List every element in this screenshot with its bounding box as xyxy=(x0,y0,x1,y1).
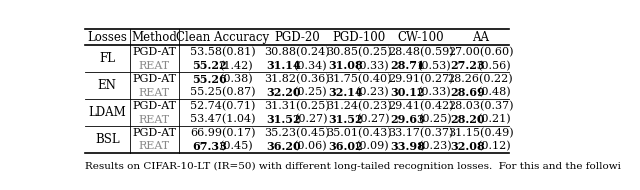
Text: 32.20: 32.20 xyxy=(267,87,301,98)
Text: 52.74(0.71): 52.74(0.71) xyxy=(190,101,255,111)
Text: 28.03(0.37): 28.03(0.37) xyxy=(448,101,513,111)
Text: 28.20: 28.20 xyxy=(451,114,484,125)
Text: 53.47(1.04): 53.47(1.04) xyxy=(190,114,255,125)
Text: (0.21): (0.21) xyxy=(477,114,511,125)
Text: 28.69: 28.69 xyxy=(450,87,485,98)
Text: 27.00(0.60): 27.00(0.60) xyxy=(448,47,513,57)
Text: (0.33): (0.33) xyxy=(356,60,389,71)
Text: 32.14: 32.14 xyxy=(329,87,364,98)
Text: 55.25(0.87): 55.25(0.87) xyxy=(190,87,255,98)
Text: FL: FL xyxy=(99,52,115,65)
Text: PGD-AT: PGD-AT xyxy=(132,128,177,138)
Text: 29.63: 29.63 xyxy=(390,114,426,125)
Text: REAT: REAT xyxy=(139,61,170,71)
Text: 31.75(0.40): 31.75(0.40) xyxy=(326,74,392,84)
Text: 27.23: 27.23 xyxy=(450,60,485,71)
Text: (1.42): (1.42) xyxy=(220,60,253,71)
Text: PGD-AT: PGD-AT xyxy=(132,101,177,111)
Text: PGD-20: PGD-20 xyxy=(274,31,320,44)
Text: Method: Method xyxy=(131,31,177,44)
Text: 55.26: 55.26 xyxy=(192,74,227,85)
Text: 33.98: 33.98 xyxy=(390,141,426,152)
Text: (0.48): (0.48) xyxy=(477,87,511,98)
Text: 36.20: 36.20 xyxy=(267,141,301,152)
Text: 31.31(0.25): 31.31(0.25) xyxy=(264,101,330,111)
Text: Losses: Losses xyxy=(87,31,127,44)
Text: 67.33: 67.33 xyxy=(192,141,227,152)
Text: (0.34): (0.34) xyxy=(294,60,327,71)
Text: (0.33): (0.33) xyxy=(417,87,451,98)
Text: 30.85(0.25): 30.85(0.25) xyxy=(326,47,392,57)
Text: 28.71: 28.71 xyxy=(390,60,426,71)
Text: 28.48(0.59): 28.48(0.59) xyxy=(388,47,454,57)
Text: 31.52: 31.52 xyxy=(267,114,301,125)
Text: REAT: REAT xyxy=(139,88,170,98)
Text: REAT: REAT xyxy=(139,115,170,124)
Text: 29.91(0.27): 29.91(0.27) xyxy=(388,74,454,84)
Text: (0.45): (0.45) xyxy=(220,141,253,152)
Text: (0.12): (0.12) xyxy=(477,141,511,152)
Text: 30.88(0.24): 30.88(0.24) xyxy=(264,47,330,57)
Text: (0.38): (0.38) xyxy=(220,74,253,84)
Text: 31.24(0.23): 31.24(0.23) xyxy=(326,101,392,111)
Text: (0.23): (0.23) xyxy=(418,141,451,152)
Text: (0.53): (0.53) xyxy=(418,60,451,71)
Text: 33.17(0.37): 33.17(0.37) xyxy=(388,128,454,138)
Text: LDAM: LDAM xyxy=(88,106,126,119)
Text: (0.27): (0.27) xyxy=(356,114,389,125)
Text: (0.06): (0.06) xyxy=(294,141,327,152)
Text: PGD-AT: PGD-AT xyxy=(132,74,177,84)
Text: 28.26(0.22): 28.26(0.22) xyxy=(448,74,513,84)
Text: BSL: BSL xyxy=(95,133,120,146)
Text: Results on CIFAR-10-LT (IR=50) with different long-tailed recognition losses.  F: Results on CIFAR-10-LT (IR=50) with diff… xyxy=(85,162,621,171)
Text: 35.01(0.43): 35.01(0.43) xyxy=(326,128,392,138)
Text: REAT: REAT xyxy=(139,141,170,151)
Text: 53.58(0.81): 53.58(0.81) xyxy=(190,47,255,57)
Text: 29.41(0.42): 29.41(0.42) xyxy=(388,101,454,111)
Text: 55.22: 55.22 xyxy=(192,60,227,71)
Text: PGD-100: PGD-100 xyxy=(332,31,386,44)
Text: 30.12: 30.12 xyxy=(391,87,425,98)
Text: (0.09): (0.09) xyxy=(356,141,389,152)
Text: 31.15(0.49): 31.15(0.49) xyxy=(448,128,513,138)
Text: 32.08: 32.08 xyxy=(450,141,485,152)
Text: EN: EN xyxy=(98,79,116,92)
Text: 35.23(0.45): 35.23(0.45) xyxy=(264,128,330,138)
Text: 66.99(0.17): 66.99(0.17) xyxy=(190,128,255,138)
Text: (0.25): (0.25) xyxy=(418,114,451,125)
Text: 31.52: 31.52 xyxy=(329,114,364,125)
Text: (0.27): (0.27) xyxy=(294,114,327,125)
Text: AA: AA xyxy=(472,31,489,44)
Text: 31.82(0.36): 31.82(0.36) xyxy=(264,74,330,84)
Text: 31.08: 31.08 xyxy=(329,60,364,71)
Text: 31.14: 31.14 xyxy=(267,60,301,71)
Text: CW-100: CW-100 xyxy=(397,31,444,44)
Text: 36.02: 36.02 xyxy=(329,141,364,152)
Text: PGD-AT: PGD-AT xyxy=(132,47,177,57)
Text: (0.25): (0.25) xyxy=(294,87,327,98)
Text: (0.23): (0.23) xyxy=(356,87,389,98)
Text: (0.56): (0.56) xyxy=(477,60,511,71)
Text: Clean Accuracy: Clean Accuracy xyxy=(176,31,269,44)
